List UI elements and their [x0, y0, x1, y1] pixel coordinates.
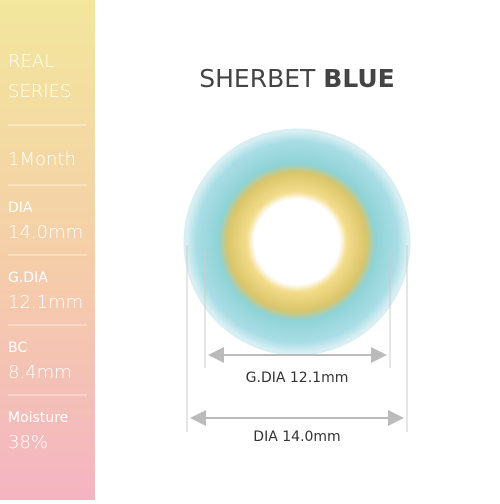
spec-value: 8.4mm — [8, 362, 72, 383]
dim-value: 12.1mm — [290, 370, 348, 386]
dimension-label: DIA 14.0mm — [253, 429, 340, 445]
spec-value: 14.0mm — [8, 222, 83, 243]
spec-label: Moisture — [8, 410, 68, 426]
title-color: BLUE — [323, 64, 394, 93]
dim-name: G.DIA — [246, 370, 286, 386]
spec-label: BC — [8, 340, 27, 356]
sidebar — [0, 0, 95, 500]
dim-value: 14.0mm — [282, 429, 340, 445]
series-line: REAL — [8, 51, 54, 72]
series-line: SERIES — [8, 81, 71, 102]
title-name: SHERBET — [199, 64, 316, 93]
duration: 1Month — [8, 149, 76, 170]
dim-name: DIA — [253, 429, 278, 445]
spec-label: DIA — [8, 200, 33, 216]
spec-value: 12.1mm — [8, 292, 83, 313]
lens — [185, 130, 409, 354]
spec-label: G.DIA — [8, 270, 48, 286]
title: SHERBET BLUE — [199, 64, 395, 93]
spec-value: 38% — [8, 432, 48, 453]
dimension-label: G.DIA 12.1mm — [246, 370, 349, 386]
